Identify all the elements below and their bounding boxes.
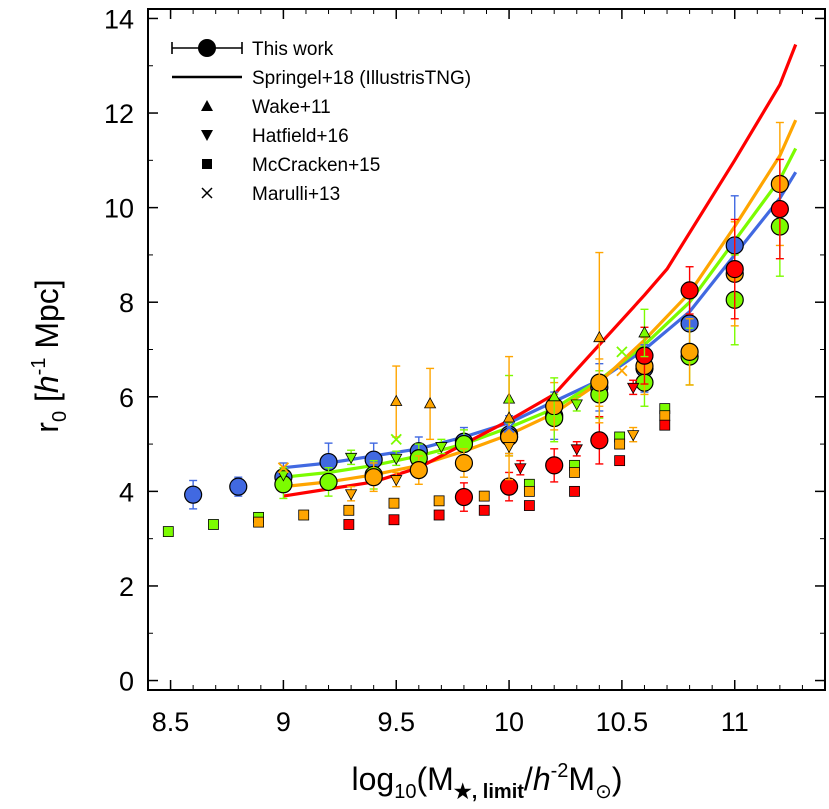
data-point: [229, 477, 248, 496]
data-point: [454, 453, 474, 473]
data-point: [503, 421, 515, 434]
data-point: [638, 326, 651, 338]
data-point: [344, 452, 358, 465]
legend-label-marulli: Marulli+13: [252, 184, 340, 205]
y-tick-label: 8: [119, 288, 134, 318]
x-tick-label: 10: [494, 707, 524, 737]
data-point: [502, 442, 516, 454]
data-point: [390, 394, 403, 406]
data-point: [502, 411, 516, 423]
axis-tick-labels: 8.5 9 9.5 10 10.5 11 0 2 4 6 8 10 12 14: [104, 4, 749, 737]
data-point: [343, 504, 355, 516]
legend-label-this-work: This work: [252, 39, 334, 60]
plot-frame: [147, 8, 826, 691]
y-tick-label: 12: [104, 99, 134, 129]
axis-ticks: [147, 9, 826, 690]
data-point: [409, 460, 428, 480]
data-point: [590, 431, 609, 450]
y-tick-label: 10: [104, 194, 134, 224]
data-point: [659, 419, 671, 431]
data-point: [627, 430, 640, 442]
data-point: [627, 382, 640, 395]
data-point: [593, 330, 606, 343]
data-point: [478, 490, 490, 502]
data-point: [478, 504, 490, 516]
data-point: [770, 199, 789, 219]
x-axis-label: log10(M★, limit/h-2M⊙): [352, 760, 623, 803]
data-point: [616, 346, 628, 358]
legend-entry-springel: Springel+18 (IllustrisTNG): [172, 68, 471, 89]
y-tick-label: 0: [119, 667, 134, 697]
y-tick-label: 6: [119, 383, 134, 413]
legend-entry-wake: Wake+11: [201, 97, 331, 118]
y-tick-label: 2: [119, 572, 134, 602]
data-point: [454, 487, 474, 507]
data-point: [208, 519, 219, 530]
y-tick-label: 14: [104, 4, 134, 34]
x-tick-label: 9.5: [377, 707, 415, 737]
data-point: [569, 485, 580, 497]
data-point: [680, 281, 699, 300]
data-point: [388, 497, 400, 509]
legend-entry-marulli: Marulli+13: [201, 184, 340, 205]
legend-label-hatfield: Hatfield+16: [252, 126, 349, 147]
data-point: [344, 489, 358, 501]
data-point: [364, 468, 383, 487]
data-point: [390, 433, 402, 445]
data-point: [514, 463, 527, 475]
data-point: [435, 442, 448, 454]
legend-entry-mccracken: McCracken+15: [202, 155, 380, 176]
data-point: [277, 470, 290, 482]
data-point: [184, 485, 203, 504]
data-point: [390, 453, 403, 466]
legend-entry-this-work: This work: [171, 39, 334, 60]
legend-label-mccracken: McCracken+15: [252, 155, 380, 176]
data-point: [277, 462, 290, 474]
data-point: [548, 389, 561, 402]
legend-label-springel: Springel+18 (IllustrisTNG): [252, 68, 471, 89]
data-point: [570, 399, 583, 411]
data-points: [162, 121, 789, 537]
data-point: [570, 444, 583, 456]
data-point: [725, 260, 744, 279]
data-point: [616, 365, 628, 377]
y-tick-label: 4: [119, 477, 134, 507]
x-tick-label: 8.5: [152, 707, 190, 737]
data-point: [659, 410, 671, 422]
data-point: [545, 456, 564, 475]
data-point: [680, 342, 699, 361]
y-axis-label: r0 [h-1 Mpc]: [28, 279, 71, 432]
data-point: [162, 526, 174, 537]
data-point: [614, 438, 626, 450]
data-point: [388, 514, 400, 526]
data-point: [298, 509, 310, 521]
data-point: [390, 475, 403, 487]
data-point: [499, 477, 519, 496]
legend-label-wake: Wake+11: [252, 97, 331, 118]
data-point: [569, 467, 580, 478]
legend: This work Springel+18 (IllustrisTNG) Wak…: [171, 39, 471, 205]
data-point: [319, 472, 338, 492]
x-tick-label: 9: [276, 707, 291, 737]
data-point: [423, 397, 437, 409]
data-point: [433, 509, 445, 521]
legend-entry-hatfield: Hatfield+16: [201, 126, 349, 147]
data-point: [614, 455, 626, 467]
data-point: [433, 495, 445, 507]
data-point: [523, 500, 535, 511]
data-point: [523, 485, 535, 497]
data-point: [253, 516, 264, 528]
x-tick-label: 11: [721, 707, 749, 737]
data-point: [343, 519, 355, 530]
x-tick-label: 10.5: [596, 707, 649, 737]
